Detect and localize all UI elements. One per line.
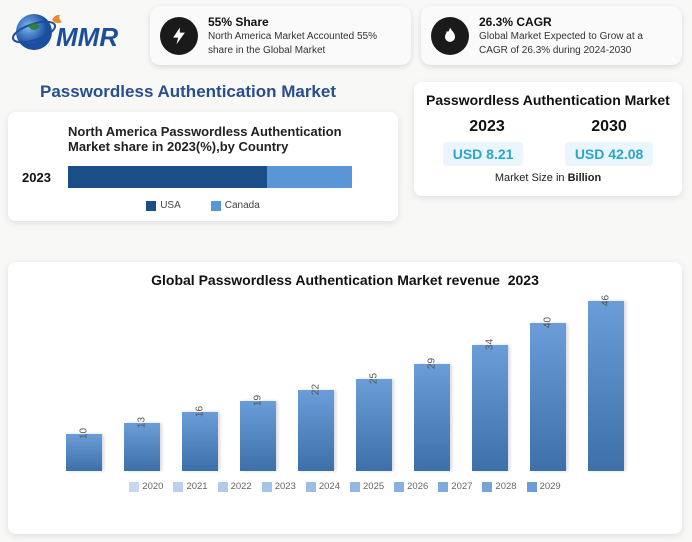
size-card-title: Passwordless Authentication Market <box>426 92 670 110</box>
revenue-title-year: 2023 <box>508 272 539 288</box>
svg-text:MMR: MMR <box>56 22 118 52</box>
size-value: USD 8.21 <box>443 142 524 166</box>
legend-swatch-icon <box>438 482 448 492</box>
bar-column <box>411 364 453 471</box>
legend-item: Canada <box>211 200 260 211</box>
legend-swatch-icon <box>394 482 404 492</box>
kpi-row: 55% Share North America Market Accounted… <box>150 6 682 65</box>
revenue-bar <box>298 390 334 471</box>
flame-icon <box>431 17 469 55</box>
na-year-label: 2023 <box>22 170 60 185</box>
brand-logo: MMR <box>8 8 118 71</box>
bar-column <box>585 301 627 471</box>
revenue-bar <box>66 434 102 471</box>
size-note-bold: Billion <box>568 172 602 184</box>
legend-swatch-icon <box>350 482 360 492</box>
legend-item: 2025 <box>350 481 384 492</box>
revenue-bar <box>588 301 624 471</box>
kpi-card-cagr: 26.3% CAGR Global Market Expected to Gro… <box>421 6 682 65</box>
size-years-row: 2023 2030 <box>426 118 670 136</box>
revenue-bar <box>240 401 276 471</box>
size-year: 2023 <box>469 118 505 136</box>
revenue-card: Global Passwordless Authentication Marke… <box>8 262 682 534</box>
legend-swatch-icon <box>129 482 139 492</box>
revenue-title: Global Passwordless Authentication Marke… <box>22 272 668 288</box>
legend-item: 2022 <box>218 481 252 492</box>
na-legend: USA Canada <box>22 200 384 211</box>
legend-swatch-icon <box>262 482 272 492</box>
kpi-card-share: 55% Share North America Market Accounted… <box>150 6 411 65</box>
na-bar-segment <box>267 166 352 188</box>
bar-column <box>527 323 569 471</box>
legend-item: 2021 <box>173 481 207 492</box>
legend-swatch-icon <box>482 482 492 492</box>
legend-swatch-icon <box>211 201 221 211</box>
size-note-prefix: Market Size in <box>495 172 568 184</box>
legend-swatch-icon <box>173 482 183 492</box>
na-stacked-bar <box>68 166 384 188</box>
bar-column <box>353 379 395 471</box>
page-title: Passwordless Authentication Market <box>40 82 336 102</box>
revenue-legend: 2020 2021 2022 2023 2024 2025 2026 2027 2028 2029 <box>22 481 668 492</box>
kpi-desc: North America Market Accounted 55% share… <box>208 30 401 57</box>
legend-item: 2029 <box>527 481 561 492</box>
na-bar-segment <box>68 166 267 188</box>
revenue-bar <box>472 345 508 471</box>
legend-item: 2026 <box>394 481 428 492</box>
legend-swatch-icon <box>146 201 156 211</box>
legend-item: 2023 <box>262 481 296 492</box>
legend-swatch-icon <box>306 482 316 492</box>
size-value: USD 42.08 <box>565 142 653 166</box>
size-note: Market Size in Billion <box>426 172 670 184</box>
kpi-title: 55% Share <box>208 14 401 30</box>
size-year: 2030 <box>591 118 627 136</box>
revenue-bar <box>530 323 566 471</box>
kpi-title: 26.3% CAGR <box>479 14 672 30</box>
market-size-card: Passwordless Authentication Market 2023 … <box>414 82 682 196</box>
legend-swatch-icon <box>218 482 228 492</box>
bar-column <box>121 423 163 471</box>
bar-column <box>179 412 221 471</box>
revenue-bar <box>124 423 160 471</box>
legend-swatch-icon <box>527 482 537 492</box>
na-share-card: North America Passwordless Authenticatio… <box>8 112 398 221</box>
kpi-desc: Global Market Expected to Grow at a CAGR… <box>479 30 672 57</box>
bolt-icon <box>160 17 198 55</box>
legend-item: USA <box>146 200 181 211</box>
bar-column <box>295 390 337 471</box>
size-values-row: USD 8.21 USD 42.08 <box>426 142 670 166</box>
bar-column <box>63 434 105 471</box>
legend-item: 2024 <box>306 481 340 492</box>
revenue-title-text: Global Passwordless Authentication Marke… <box>151 272 500 288</box>
legend-item: 2027 <box>438 481 472 492</box>
bar-column <box>469 345 511 471</box>
kpi-text: 26.3% CAGR Global Market Expected to Gro… <box>479 14 672 57</box>
na-chart-title: North America Passwordless Authenticatio… <box>68 124 384 154</box>
revenue-bars <box>22 296 668 471</box>
na-bar-row: 2023 <box>22 166 384 188</box>
legend-item: 2020 <box>129 481 163 492</box>
revenue-bar <box>414 364 450 471</box>
bar-column <box>237 401 279 471</box>
revenue-bar <box>356 379 392 471</box>
legend-item: 2028 <box>482 481 516 492</box>
revenue-bar <box>182 412 218 471</box>
kpi-text: 55% Share North America Market Accounted… <box>208 14 401 57</box>
